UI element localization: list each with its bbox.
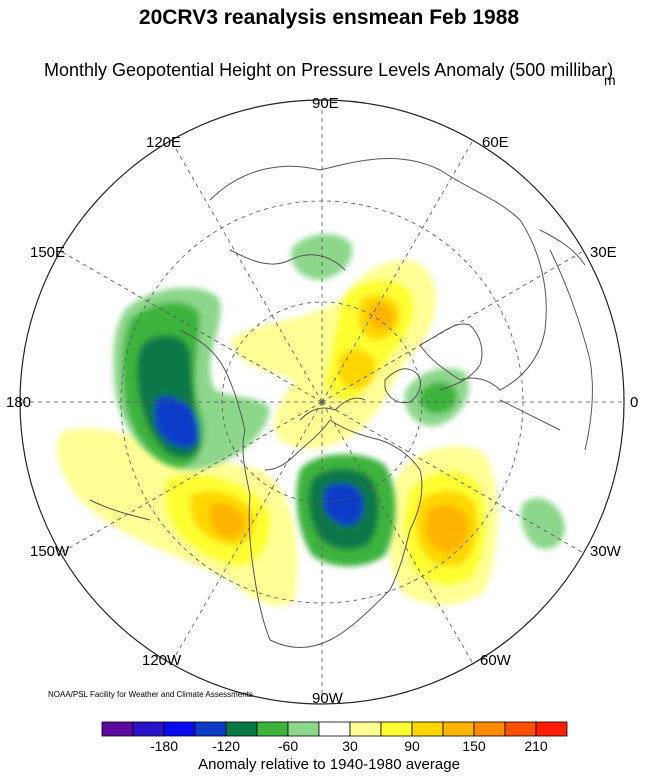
lon-label-90w: 90W [312,690,343,707]
colorbar-tick-label: -60 [277,738,299,754]
units-label: m [604,72,616,88]
coastlines [89,157,593,648]
map-title: 20CRV3 reanalysis ensmean Feb 1988 [138,6,520,29]
lon-label-90e: 90E [312,95,339,112]
lon-label-120e: 120E [146,134,182,151]
lon-label-150w: 150W [30,543,70,560]
colorbar-tick-label: 30 [342,738,358,754]
colorbar-tick-label: 150 [462,738,486,754]
lon-label-180: 180 [6,394,32,411]
lon-label-150e: 150E [30,244,66,261]
graticule [20,100,624,704]
colorbar-swatch [442,721,475,737]
colorbar-swatch [163,721,196,737]
colorbar-swatch [318,721,351,737]
colorbar-title: Anomaly relative to 1940-1980 average [198,756,460,773]
colorbar-tick-label: -120 [211,738,241,754]
lon-label-0: 0 [630,394,639,411]
positive-anomaly-west-atlantic [388,446,498,605]
colorbar-swatch [349,721,382,737]
lon-label-120w: 120W [142,652,182,669]
negative-anomaly-east-atlantic [520,497,565,550]
positive-anomaly-west-north-america [56,428,298,607]
colorbar-swatch [194,721,227,737]
negative-anomaly-north-pacific [113,287,271,470]
colorbar-swatch [132,721,165,737]
negative-anomaly-hudson-bay [296,454,396,567]
lon-label-60e: 60E [482,134,509,151]
colorbar-swatch [380,721,413,737]
colorbar-swatch [411,721,444,737]
lon-label-30e: 30E [590,244,617,261]
credit-text: NOAA/PSL Facility for Weather and Climat… [48,690,253,699]
colorbar-tick-label: -180 [149,738,179,754]
colorbar-swatch [256,721,289,737]
map-subtitle: Monthly Geopotential Height on Pressure … [44,60,614,80]
colorbar-swatch [535,721,568,737]
lon-label-60w: 60W [480,652,511,669]
colorbar-swatch [225,721,258,737]
colorbar-tick-label: 210 [524,738,548,754]
lon-label-30w: 30W [590,543,621,560]
colorbar-swatch [101,721,134,737]
colorbar-swatch [287,721,320,737]
colorbar-tick-label: 90 [404,738,420,754]
map-border [19,99,625,705]
colorbar-swatch [504,721,537,737]
colorbar-swatch [473,721,506,737]
